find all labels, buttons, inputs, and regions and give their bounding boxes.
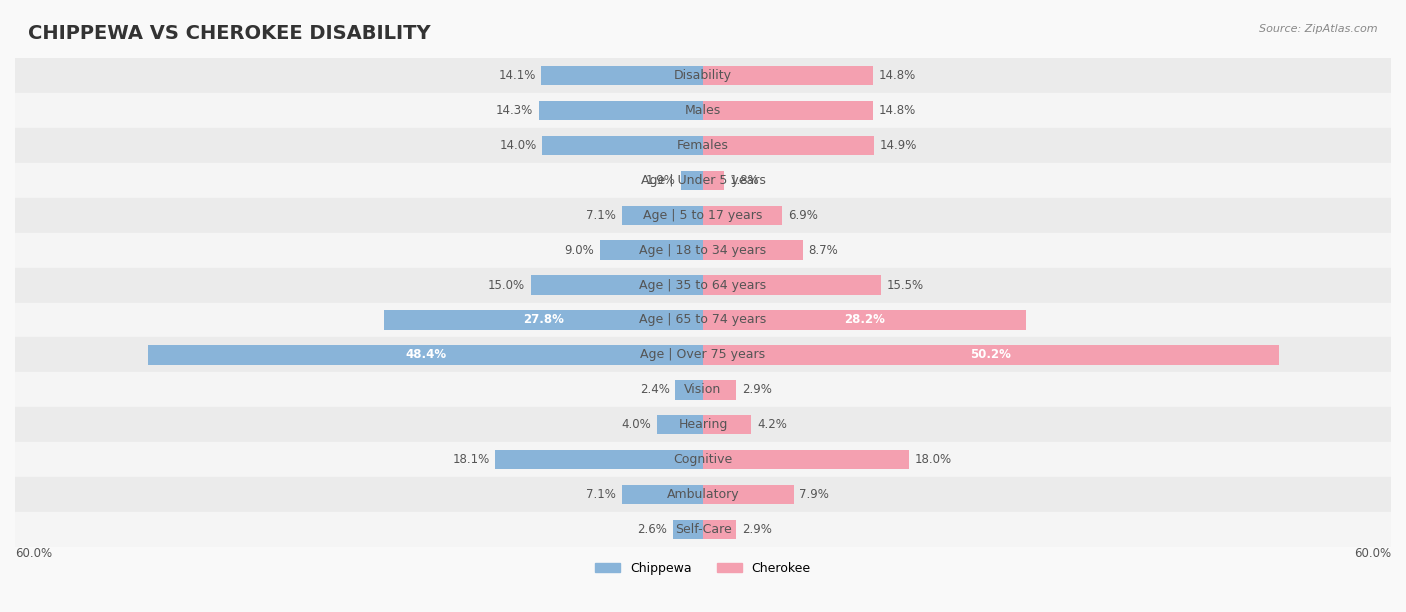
Bar <box>15 373 1391 408</box>
Bar <box>600 241 703 259</box>
Text: Hearing: Hearing <box>678 419 728 431</box>
Bar <box>15 93 1391 128</box>
Bar <box>673 520 703 539</box>
Bar <box>495 450 703 469</box>
Text: 7.1%: 7.1% <box>586 209 616 222</box>
Bar <box>621 485 703 504</box>
Text: 48.4%: 48.4% <box>405 348 446 362</box>
Text: 28.2%: 28.2% <box>844 313 886 326</box>
Bar <box>148 345 703 365</box>
Text: 27.8%: 27.8% <box>523 313 564 326</box>
Bar <box>703 380 737 400</box>
Text: 1.9%: 1.9% <box>645 174 675 187</box>
Bar <box>15 442 1391 477</box>
Text: 14.1%: 14.1% <box>498 69 536 82</box>
Bar <box>15 58 1391 93</box>
Text: 15.0%: 15.0% <box>488 278 526 291</box>
Text: 1.8%: 1.8% <box>730 174 759 187</box>
Text: 6.9%: 6.9% <box>787 209 818 222</box>
Text: Disability: Disability <box>673 69 733 82</box>
Bar <box>538 100 703 120</box>
Bar <box>703 485 793 504</box>
Text: 14.8%: 14.8% <box>879 104 915 117</box>
Bar <box>703 241 803 259</box>
Text: 2.6%: 2.6% <box>637 523 668 536</box>
Bar <box>703 65 873 85</box>
Bar <box>543 136 703 155</box>
Bar <box>15 512 1391 547</box>
Bar <box>703 345 1278 365</box>
Text: 18.0%: 18.0% <box>915 453 952 466</box>
Bar <box>703 275 880 294</box>
Text: 2.9%: 2.9% <box>742 523 772 536</box>
Text: 14.9%: 14.9% <box>880 139 917 152</box>
Text: Vision: Vision <box>685 383 721 397</box>
Text: Age | 5 to 17 years: Age | 5 to 17 years <box>644 209 762 222</box>
Text: CHIPPEWA VS CHEROKEE DISABILITY: CHIPPEWA VS CHEROKEE DISABILITY <box>28 24 430 43</box>
Bar <box>531 275 703 294</box>
Bar <box>703 310 1026 330</box>
Text: 18.1%: 18.1% <box>453 453 489 466</box>
Text: 7.1%: 7.1% <box>586 488 616 501</box>
Text: Age | Under 5 years: Age | Under 5 years <box>641 174 765 187</box>
Bar <box>703 206 782 225</box>
Bar <box>15 302 1391 337</box>
Text: 4.2%: 4.2% <box>756 419 787 431</box>
Bar <box>703 171 724 190</box>
Text: Source: ZipAtlas.com: Source: ZipAtlas.com <box>1260 24 1378 34</box>
Text: 9.0%: 9.0% <box>564 244 595 256</box>
Text: 14.3%: 14.3% <box>496 104 533 117</box>
Text: 2.4%: 2.4% <box>640 383 669 397</box>
Text: Age | 18 to 34 years: Age | 18 to 34 years <box>640 244 766 256</box>
Bar <box>703 100 873 120</box>
Text: 14.0%: 14.0% <box>499 139 537 152</box>
Text: 60.0%: 60.0% <box>15 547 52 560</box>
Bar <box>15 477 1391 512</box>
Text: 2.9%: 2.9% <box>742 383 772 397</box>
Text: 50.2%: 50.2% <box>970 348 1011 362</box>
Text: Males: Males <box>685 104 721 117</box>
Bar <box>15 198 1391 233</box>
Bar <box>15 267 1391 302</box>
Bar <box>703 450 910 469</box>
Text: 8.7%: 8.7% <box>808 244 838 256</box>
Text: Self-Care: Self-Care <box>675 523 731 536</box>
Text: 4.0%: 4.0% <box>621 419 651 431</box>
Bar <box>541 65 703 85</box>
Bar <box>15 337 1391 373</box>
Bar <box>682 171 703 190</box>
Text: Females: Females <box>678 139 728 152</box>
Text: Age | 65 to 74 years: Age | 65 to 74 years <box>640 313 766 326</box>
Bar <box>384 310 703 330</box>
Text: 7.9%: 7.9% <box>800 488 830 501</box>
Bar <box>15 408 1391 442</box>
Legend: Chippewa, Cherokee: Chippewa, Cherokee <box>591 557 815 580</box>
Text: Age | Over 75 years: Age | Over 75 years <box>641 348 765 362</box>
Bar <box>15 128 1391 163</box>
Bar <box>703 415 751 435</box>
Bar <box>15 233 1391 267</box>
Text: Cognitive: Cognitive <box>673 453 733 466</box>
Bar <box>15 163 1391 198</box>
Bar <box>657 415 703 435</box>
Text: Age | 35 to 64 years: Age | 35 to 64 years <box>640 278 766 291</box>
Bar <box>703 136 875 155</box>
Bar <box>675 380 703 400</box>
Bar <box>703 520 737 539</box>
Text: Ambulatory: Ambulatory <box>666 488 740 501</box>
Text: 14.8%: 14.8% <box>879 69 915 82</box>
Text: 60.0%: 60.0% <box>1354 547 1391 560</box>
Text: 15.5%: 15.5% <box>886 278 924 291</box>
Bar <box>621 206 703 225</box>
